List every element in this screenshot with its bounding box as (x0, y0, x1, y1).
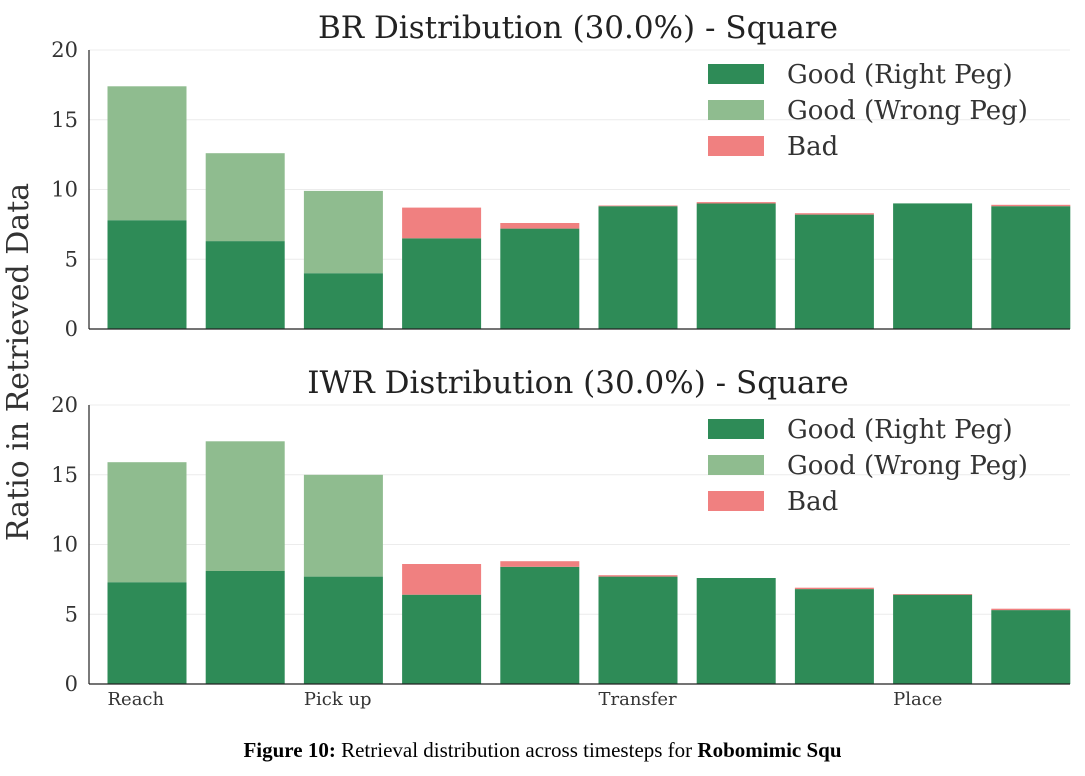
bar-segment (893, 594, 973, 684)
bar-segment (991, 206, 1071, 329)
bar-segment (794, 587, 874, 590)
legend-label: Good (Wrong Peg) (787, 96, 1028, 126)
y-tick-label: 0 (65, 672, 78, 696)
bar-segment (107, 86, 187, 221)
bar-segment (303, 273, 383, 329)
br-distribution-chart: BR Distribution (30.0%) - Square 0 5 10 15 20… (51, 10, 1071, 341)
bar-segment (205, 241, 285, 329)
bar-segment (107, 462, 187, 583)
legend: Good (Right Peg) Good (Wrong Peg) Bad (708, 60, 1028, 162)
bar-segment (402, 564, 482, 595)
bar-segment (598, 576, 678, 684)
y-tick-label: 10 (51, 178, 78, 202)
legend-swatch (708, 100, 764, 120)
bar-segment (696, 578, 776, 684)
bar-segment (794, 589, 874, 684)
bar-segment (991, 610, 1071, 684)
y-axis-label: Ratio in Retrieved Data (1, 183, 36, 541)
legend-swatch (708, 64, 764, 84)
bar-segment (991, 204, 1071, 207)
legend-swatch (708, 491, 764, 511)
y-tick-label: 5 (65, 602, 78, 626)
bar-segment (696, 202, 776, 204)
legend-label: Good (Right Peg) (787, 60, 1013, 90)
bar-segment (893, 594, 973, 595)
bar-segment (598, 206, 678, 329)
bar-segment (402, 594, 482, 684)
bar-segment (205, 571, 285, 684)
bar-segment (402, 207, 482, 239)
y-tick-label: 10 (51, 533, 78, 557)
y-tick-label: 0 (65, 317, 78, 341)
legend-label: Good (Wrong Peg) (787, 451, 1028, 481)
legend-swatch (708, 455, 764, 475)
bar-segment (303, 190, 383, 274)
legend: Good (Right Peg) Good (Wrong Peg) Bad (708, 415, 1028, 517)
bar-segment (205, 441, 285, 571)
bar-segment (500, 561, 580, 567)
bar-segment (402, 238, 482, 329)
legend-label: Good (Right Peg) (787, 415, 1013, 445)
x-tick-label: Reach (108, 689, 165, 710)
y-tick-label: 5 (65, 247, 78, 271)
bar-segment (500, 228, 580, 329)
bar-segment (893, 203, 973, 329)
figure-caption: Figure 10: Retrieval distribution across… (0, 738, 1085, 763)
bar-segment (205, 153, 285, 242)
bar-segment (696, 203, 776, 329)
bar-segment (303, 474, 383, 577)
caption-text: Retrieval distribution across timesteps … (335, 738, 698, 762)
bar-segment (991, 608, 1071, 611)
legend-swatch (708, 136, 764, 156)
bar-segment (107, 220, 187, 329)
bar-segment (598, 205, 678, 207)
y-tick-label: 15 (51, 463, 78, 487)
bar-segment (303, 576, 383, 684)
bar-segment (794, 213, 874, 215)
legend-swatch (708, 419, 764, 439)
caption-bold: Robomimic Squ (697, 738, 842, 762)
legend-label: Bad (787, 132, 838, 162)
iwr-distribution-chart: IWR Distribution (30.0%) - Square 0 5 10 15 2… (51, 365, 1071, 710)
y-tick-label: 20 (51, 393, 78, 417)
bar-segment (500, 566, 580, 684)
x-tick-label: Transfer (599, 689, 677, 710)
x-tick-label: Pick up (304, 689, 372, 710)
caption-label: Figure 10: (243, 738, 336, 762)
chart-title: BR Distribution (30.0%) - Square (318, 10, 838, 46)
bar-segment (598, 575, 678, 577)
bar-segment (500, 223, 580, 229)
y-tick-label: 20 (51, 38, 78, 62)
x-tick-label: Place (893, 689, 942, 710)
bar-segment (107, 582, 187, 684)
bar-segment (794, 214, 874, 329)
chart-title: IWR Distribution (30.0%) - Square (307, 365, 848, 401)
legend-label: Bad (787, 487, 838, 517)
y-tick-label: 15 (51, 108, 78, 132)
